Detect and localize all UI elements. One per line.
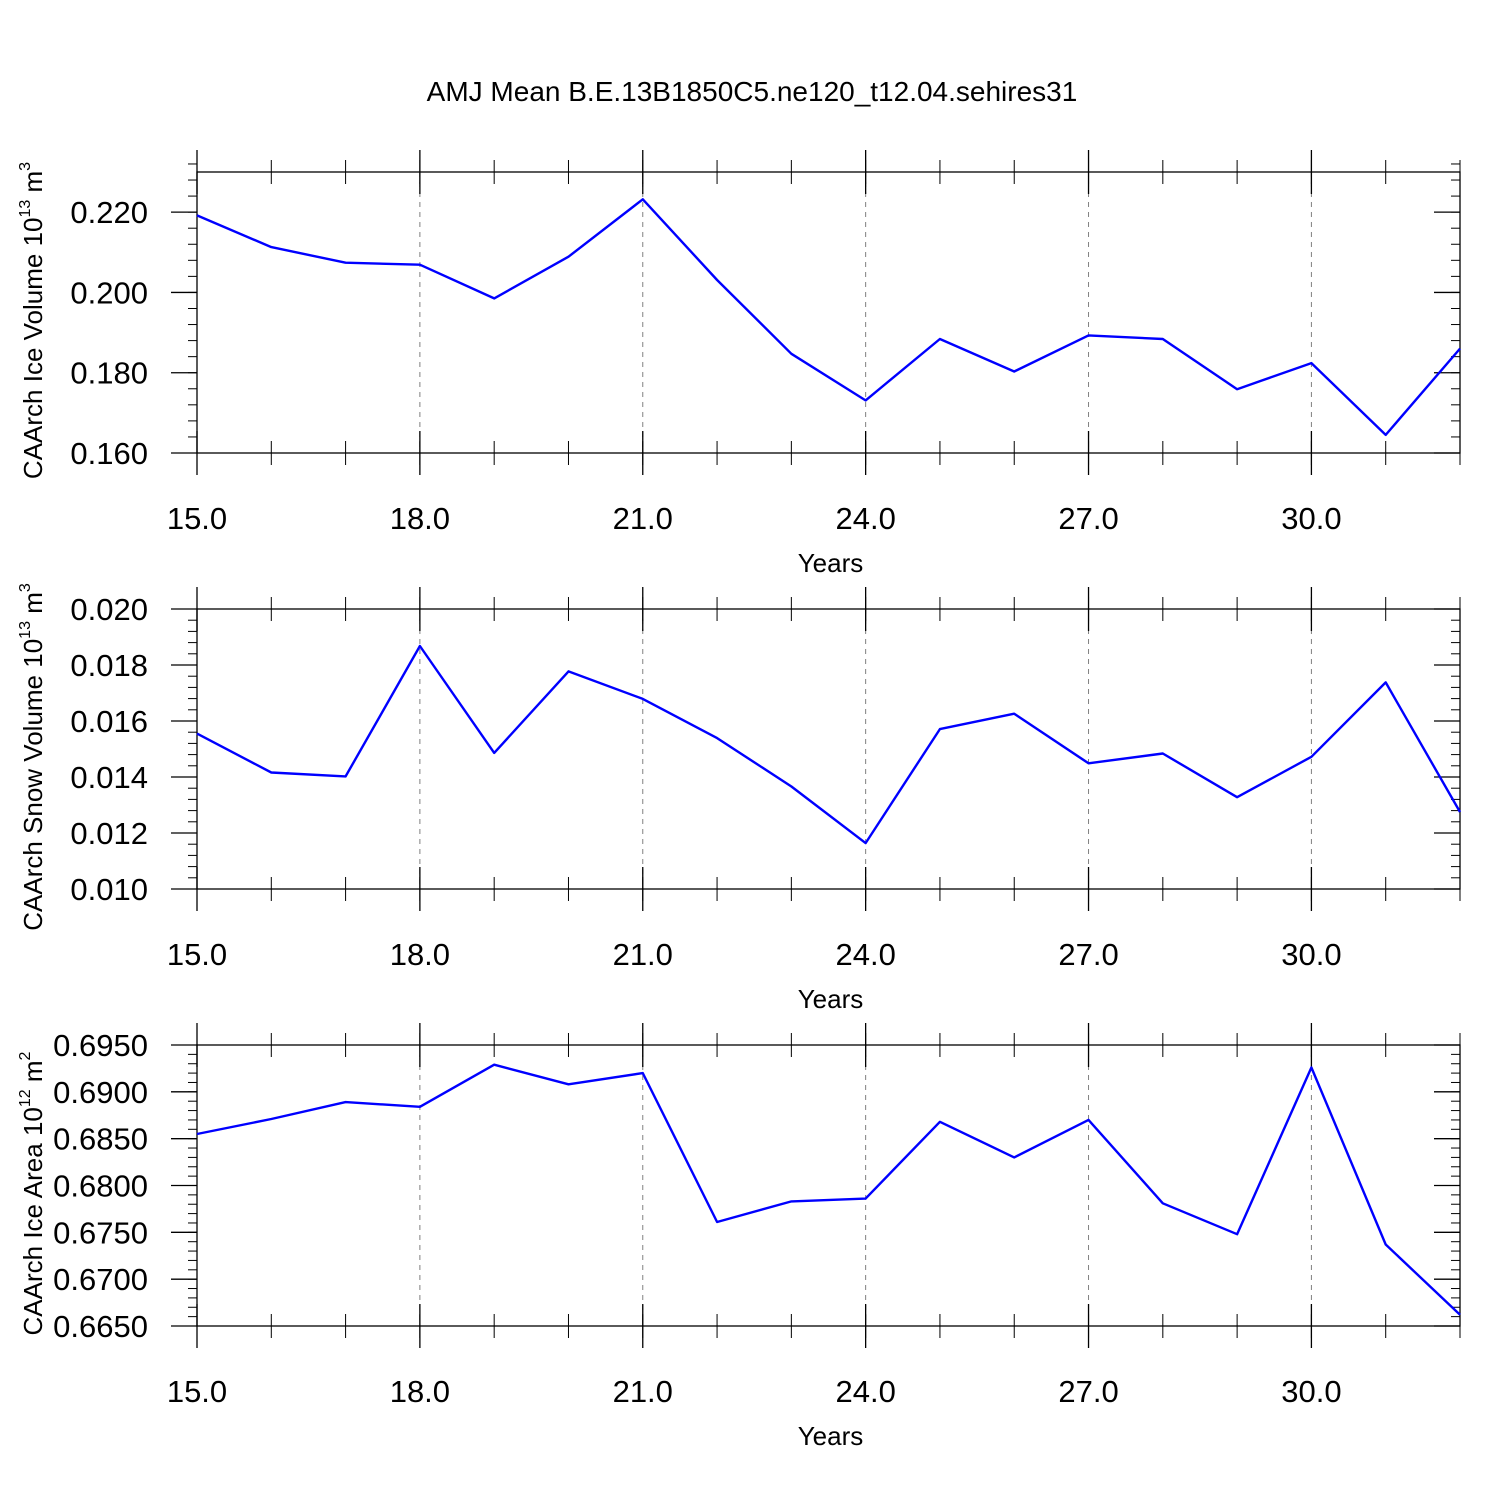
data-line — [196, 1063, 1461, 1316]
y-tick-label: 0.012 — [70, 816, 148, 851]
y-tick-label: 0.6700 — [53, 1262, 148, 1297]
y-tick-label: 0.014 — [70, 760, 148, 795]
y-tick-label: 0.220 — [70, 195, 148, 230]
y-tick-label: 0.6650 — [53, 1309, 148, 1344]
y-axis-title: CAArch Snow Volume 1013 m3 — [17, 583, 48, 931]
y-axis-title-exponent: 12 — [17, 1089, 34, 1107]
x-tick-label: 21.0 — [613, 501, 673, 536]
panel-2: 15.0 18.0 21.0 24.0 27.0 30.0 0.010 0.012 0.014 0… — [17, 583, 1462, 1014]
panel-3: 15.0 18.0 21.0 24.0 27.0 30.0 0.6650 0.6700 0.67… — [17, 1023, 1461, 1451]
y-tick-label: 0.016 — [70, 704, 148, 739]
x-tick-label: 24.0 — [835, 1374, 895, 1409]
data-line — [196, 198, 1461, 437]
panels: 15.0 18.0 21.0 24.0 27.0 30.0 0.160 0.180 0.200 0… — [17, 150, 1462, 1451]
plot-frame — [196, 608, 1461, 890]
y-axis-title-unit: m — [18, 1060, 48, 1089]
y-axis-title-unit-exponent: 2 — [17, 1051, 34, 1060]
x-tick-label: 21.0 — [613, 1374, 673, 1409]
y-axis-title-main: CAArch Ice Area 10 — [18, 1107, 48, 1335]
y-tick-label: 0.010 — [70, 872, 148, 907]
x-tick-label: 18.0 — [390, 937, 450, 972]
data-line — [196, 644, 1462, 845]
panel-1: 15.0 18.0 21.0 24.0 27.0 30.0 0.160 0.180 0.200 0… — [17, 150, 1461, 578]
x-tick-label: 30.0 — [1281, 501, 1341, 536]
x-tick-label: 24.0 — [835, 501, 895, 536]
x-tick-label: 30.0 — [1281, 1374, 1341, 1409]
y-tick-label: 0.6850 — [53, 1122, 148, 1157]
x-axis-title: Years — [798, 1421, 864, 1451]
y-axis-title-main: CAArch Snow Volume 10 — [18, 639, 48, 931]
x-tick-label: 18.0 — [390, 1374, 450, 1409]
x-tick-label: 15.0 — [167, 501, 227, 536]
y-axis-title-unit-exponent: 3 — [17, 583, 34, 592]
y-tick-label: 0.6950 — [53, 1028, 148, 1063]
y-tick-label: 0.6900 — [53, 1075, 148, 1110]
x-tick-label: 30.0 — [1281, 937, 1341, 972]
x-tick-label: 18.0 — [390, 501, 450, 536]
plot-frame — [196, 1044, 1461, 1327]
y-tick-label: 0.160 — [70, 436, 148, 471]
y-axis-title-exponent: 13 — [17, 621, 34, 639]
y-axis-title: CAArch Ice Area 1012 m2 — [17, 1051, 48, 1335]
y-axis-title: CAArch Ice Volume 1013 m3 — [17, 162, 48, 479]
y-tick-label: 0.180 — [70, 356, 148, 391]
x-axis-title: Years — [798, 548, 864, 578]
y-tick-label: 0.6800 — [53, 1169, 148, 1204]
x-tick-label: 15.0 — [167, 1374, 227, 1409]
x-tick-label: 27.0 — [1058, 501, 1118, 536]
x-tick-label: 27.0 — [1058, 937, 1118, 972]
y-tick-label: 0.200 — [70, 275, 148, 310]
y-axis-title-unit-exponent: 3 — [17, 162, 34, 171]
y-axis-title-main: CAArch Ice Volume 10 — [18, 218, 48, 480]
x-tick-label: 15.0 — [167, 937, 227, 972]
x-axis-title: Years — [798, 984, 864, 1014]
y-tick-label: 0.020 — [70, 592, 148, 627]
y-axis-title-exponent: 13 — [17, 200, 34, 218]
y-tick-label: 0.018 — [70, 648, 148, 683]
plot-frame — [196, 171, 1461, 454]
x-tick-label: 27.0 — [1058, 1374, 1118, 1409]
x-tick-label: 21.0 — [613, 937, 673, 972]
y-tick-label: 0.6750 — [53, 1215, 148, 1250]
figure-title: AMJ Mean B.E.13B1850C5.ne120_t12.04.sehi… — [427, 76, 1078, 107]
x-tick-label: 24.0 — [835, 937, 895, 972]
y-axis-title-unit: m — [18, 592, 48, 621]
y-axis-title-unit: m — [18, 171, 48, 200]
